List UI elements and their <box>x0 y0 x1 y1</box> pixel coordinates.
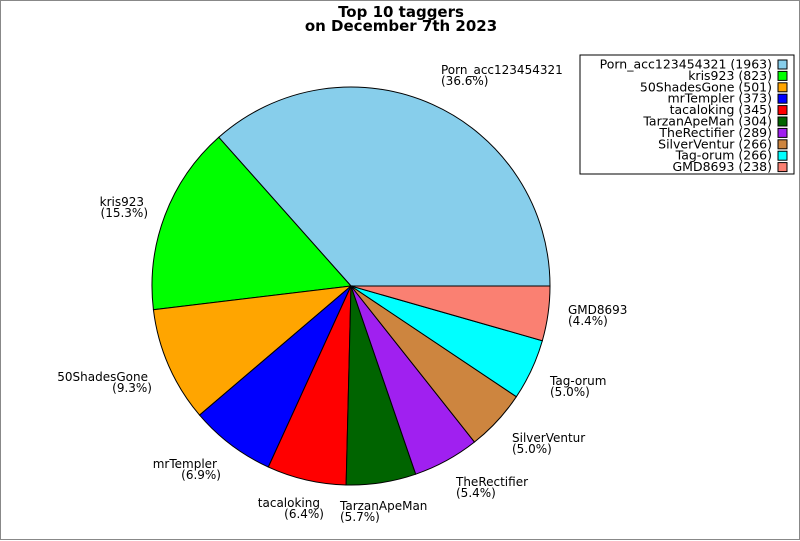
chart-title-line-1: Top 10 taggers <box>338 3 464 21</box>
legend: Porn_acc123454321 (1963)kris923 (823)50S… <box>579 54 795 175</box>
slice-label: tacaloking (6.4%) <box>258 496 324 521</box>
pie-slice-kris923 <box>151 136 353 311</box>
legend-label: TheRectifier (289) <box>658 125 772 140</box>
legend-swatch <box>777 105 788 116</box>
legend-swatch <box>777 150 788 161</box>
legend-label: 50ShadesGone (501) <box>640 79 772 94</box>
slice-label: GMD8693 (4.4%) <box>568 303 627 328</box>
legend-label: TarzanApeMan (304) <box>642 114 772 129</box>
legend-swatch <box>777 93 788 104</box>
slice-label: Tag-orum (5.0%) <box>549 374 606 399</box>
pie-slices <box>151 86 551 486</box>
legend-label: GMD8693 (238) <box>673 159 773 174</box>
slice-label: TarzanApeMan (5.7%) <box>339 499 427 524</box>
chart-title-line-2: on December 7th 2023 <box>305 17 497 35</box>
legend-items: Porn_acc123454321 (1963)kris923 (823)50S… <box>600 57 788 174</box>
slice-label: 50ShadesGone (9.3%) <box>57 370 152 395</box>
legend-label: Tag-orum (266) <box>675 148 772 163</box>
slice-label: mrTempler (6.9%) <box>153 457 221 482</box>
slice-label: TheRectifier (5.4%) <box>455 475 528 500</box>
legend-swatch <box>777 162 788 173</box>
legend-label: SilverVentur (266) <box>658 136 772 151</box>
legend-box <box>579 54 795 175</box>
slice-label: kris923 (15.3%) <box>100 195 148 220</box>
legend-swatch <box>777 70 788 81</box>
legend-swatch <box>777 127 788 138</box>
legend-swatch <box>777 82 788 93</box>
legend-swatch <box>777 139 788 150</box>
slice-label: Porn_acc123454321 (36.6%) <box>441 63 563 88</box>
legend-label: kris923 (823) <box>688 68 772 83</box>
pie-slice-labels: Porn_acc123454321 (36.6%) kris923 (15.3%) 50… <box>57 63 627 524</box>
pie-slice-porn-acc123454321 <box>218 86 551 287</box>
legend-label: tacaloking (345) <box>670 102 772 117</box>
legend-label: Porn_acc123454321 (1963) <box>600 57 772 72</box>
pie-slice-50shadesgone <box>152 285 353 416</box>
legend-label: mrTempler (373) <box>667 91 772 106</box>
legend-swatch <box>777 59 788 70</box>
pie-slice-gmd8693 <box>350 285 551 342</box>
slice-label: SilverVentur (5.0%) <box>512 431 585 456</box>
legend-swatch <box>777 116 788 127</box>
